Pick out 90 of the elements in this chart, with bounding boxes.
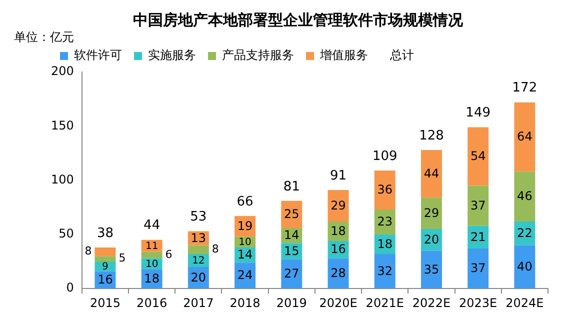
- legend-label: 实施服务: [148, 48, 196, 62]
- data-label: 18: [377, 236, 393, 251]
- data-label: 6: [165, 248, 172, 261]
- data-label: 11: [145, 240, 158, 252]
- total-label: 109: [372, 148, 398, 164]
- data-label: 15: [284, 244, 300, 258]
- data-label: 12: [192, 256, 205, 267]
- data-label: 29: [330, 198, 346, 212]
- data-label: 19: [237, 218, 253, 233]
- data-label: 18: [144, 271, 160, 286]
- bar: [514, 102, 536, 172]
- data-label: 35: [424, 262, 440, 276]
- data-label: 24: [237, 268, 253, 282]
- x-tick-label: 2017: [183, 296, 214, 310]
- x-tick-label: 2015: [90, 296, 120, 310]
- total-label: 172: [512, 80, 538, 96]
- data-label: 40: [517, 260, 532, 274]
- y-tick-label: 100: [51, 172, 74, 186]
- data-label: 16: [98, 272, 113, 287]
- data-label: 14: [237, 248, 253, 262]
- legend-label: 产品支持服务: [222, 48, 294, 62]
- bar: [374, 254, 396, 289]
- data-label: 14: [284, 228, 300, 242]
- data-label: 44: [424, 166, 440, 180]
- x-tick-label: 2016: [136, 296, 168, 310]
- x-tick-label: 2023E: [459, 296, 498, 310]
- bar: [374, 170, 396, 210]
- bar: [468, 186, 489, 226]
- data-label: 37: [470, 261, 486, 276]
- data-label: 18: [330, 224, 346, 238]
- total-label: 38: [96, 226, 114, 241]
- bar: [188, 245, 209, 254]
- data-label: 36: [377, 182, 393, 197]
- y-tick-label: 150: [51, 118, 74, 132]
- y-tick-label: 200: [51, 64, 74, 78]
- x-tick-label: 2024E: [506, 296, 544, 310]
- data-label: 23: [377, 214, 393, 229]
- data-label: 20: [424, 232, 440, 246]
- total-label: 44: [144, 218, 160, 234]
- total-label: 66: [236, 194, 254, 210]
- y-tick-label: 50: [58, 226, 74, 241]
- x-tick-label: 2021E: [366, 296, 404, 310]
- data-label: 5: [118, 252, 126, 265]
- bar: [514, 245, 536, 289]
- x-tick-label: 2019: [276, 296, 307, 310]
- bar: [94, 262, 116, 272]
- bar: [141, 252, 162, 258]
- total-label: 81: [283, 179, 300, 194]
- bar: [468, 127, 489, 186]
- x-tick-label: 2022E: [412, 296, 451, 310]
- bar: [94, 256, 116, 262]
- data-label: 13: [190, 230, 206, 245]
- bar: [234, 262, 256, 289]
- text: 总计: [389, 48, 414, 62]
- data-label: 10: [238, 237, 252, 248]
- data-label: 28: [330, 266, 346, 280]
- data-label: 37: [470, 198, 486, 212]
- data-label: 29: [424, 206, 440, 220]
- data-label: 20: [190, 270, 206, 284]
- bar: [468, 248, 489, 289]
- legend-label: 软件许可: [74, 48, 122, 62]
- bar: [281, 259, 302, 289]
- bar: [420, 150, 442, 198]
- data-label: 8: [84, 244, 92, 258]
- data-label: 64: [517, 130, 532, 144]
- data-label: 21: [470, 230, 486, 244]
- y-axis-title: 单位：亿元: [14, 30, 74, 44]
- data-label: 46: [517, 189, 532, 204]
- data-label: 10: [145, 258, 158, 270]
- total-label: 91: [330, 168, 347, 184]
- total-label: 53: [190, 210, 207, 225]
- bar: [94, 247, 116, 256]
- data-label: 27: [284, 266, 300, 281]
- data-label: 8: [212, 242, 219, 256]
- data-label: 32: [377, 264, 393, 278]
- total-label: 128: [419, 128, 444, 144]
- data-label: 54: [470, 149, 486, 164]
- bar: [514, 172, 536, 222]
- x-tick-label: 2020E: [319, 296, 358, 310]
- y-tick-label: 0: [66, 280, 74, 295]
- data-label: 22: [517, 226, 532, 240]
- chart-title: 中国房地产本地部署型企业管理软件市场规模情况: [133, 10, 464, 29]
- legend-label: 增值服务: [319, 48, 368, 62]
- bar: [420, 198, 442, 230]
- bar: [420, 250, 442, 289]
- x-tick-label: 2018: [230, 296, 260, 310]
- data-label: 9: [102, 261, 108, 272]
- total-label: 149: [466, 106, 490, 121]
- data-label: 25: [284, 207, 300, 222]
- data-label: 16: [330, 242, 346, 256]
